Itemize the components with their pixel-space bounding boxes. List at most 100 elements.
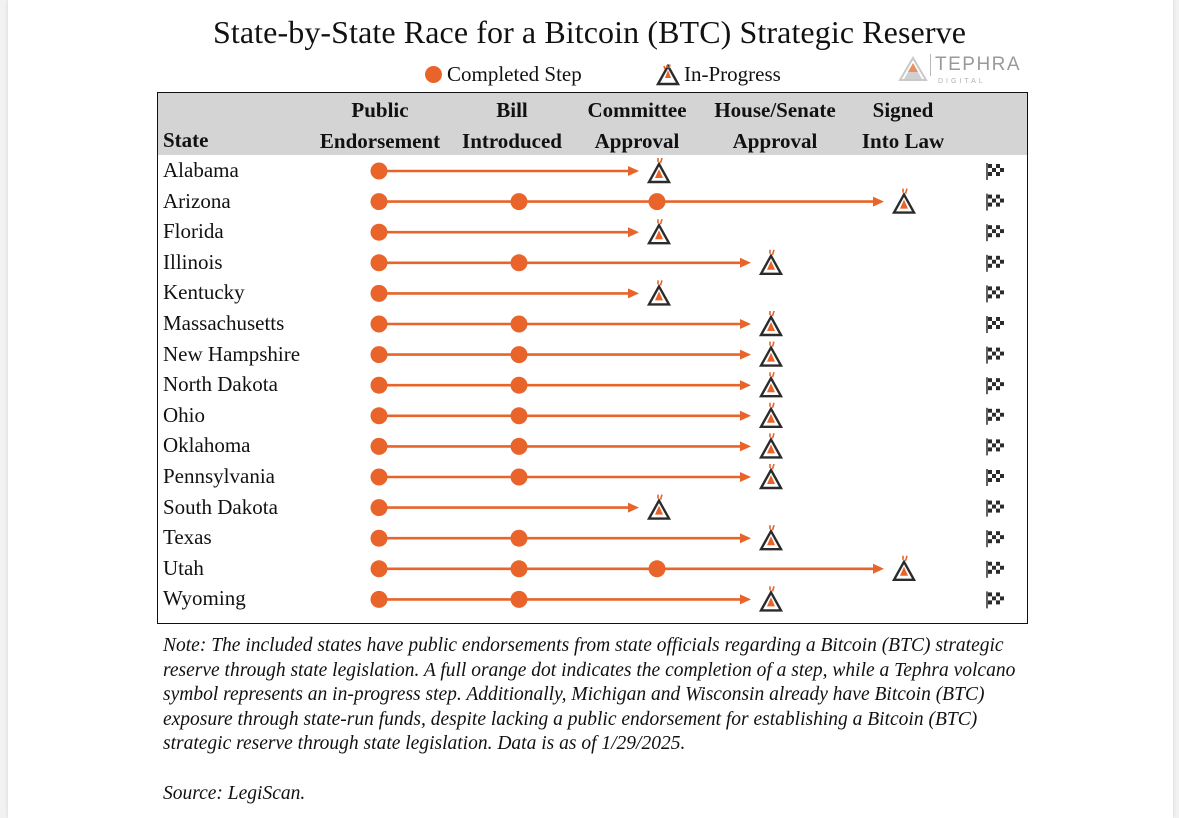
state-row-marks <box>370 494 1004 520</box>
volcano-plume <box>769 463 775 470</box>
flag-square <box>988 168 992 172</box>
header-step-3: Committee Approval <box>577 95 697 157</box>
arrowhead-icon <box>628 502 639 513</box>
arrowhead-icon <box>740 533 751 544</box>
flag-square <box>1000 478 1004 482</box>
volcano-outline <box>646 498 672 520</box>
chart-title: State-by-State Race for a Bitcoin (BTC) … <box>212 14 966 50</box>
flag-square <box>1000 351 1004 356</box>
flag-square <box>1000 255 1004 260</box>
state-row-marks <box>370 188 1004 214</box>
checkered-flag-icon <box>986 407 1004 425</box>
flag-square <box>1000 416 1004 421</box>
volcano-icon <box>758 524 784 551</box>
flag-square <box>988 225 992 230</box>
flag-square <box>1000 290 1004 295</box>
volcano-lava <box>655 505 663 515</box>
flag-square <box>996 592 1000 597</box>
completed-dot <box>370 315 388 333</box>
header-step-2-line2: Introduced <box>462 129 562 153</box>
state-label: Ohio <box>163 402 205 427</box>
checkered-flag-icon <box>986 285 1004 303</box>
legend-in-progress: In-Progress <box>656 62 781 87</box>
flag-square <box>996 198 1000 203</box>
chart-note: Note: The included states have public en… <box>163 635 1016 754</box>
flag-square <box>988 202 992 207</box>
flag-square <box>1000 412 1004 417</box>
flag-square <box>1000 164 1004 168</box>
brand-sub: DIGITAL <box>938 78 986 85</box>
volcano-lava <box>767 260 775 270</box>
flag-square <box>996 504 1000 509</box>
flag-square <box>988 443 992 448</box>
flag-square <box>996 172 1000 176</box>
volcano-plume <box>769 402 775 409</box>
volcano-outline <box>646 283 672 306</box>
flag-square <box>992 259 996 264</box>
flag-square <box>996 233 1000 238</box>
flag-square <box>1000 470 1004 474</box>
arrowhead-icon <box>628 166 639 176</box>
flag-square <box>992 600 996 605</box>
flag-square <box>992 539 996 544</box>
flag-square <box>992 561 996 566</box>
completed-dot <box>510 193 528 211</box>
flag-square <box>988 355 992 360</box>
flag-square <box>1000 565 1004 570</box>
flag-square <box>1000 347 1004 352</box>
flag-square <box>992 355 996 360</box>
header-step-3-line1: Committee <box>587 98 687 122</box>
checkered-flag-icon <box>986 469 1004 486</box>
flag-square <box>996 569 1000 574</box>
tephra-logo: TEPHRA DIGITAL <box>898 54 1028 90</box>
volcano-outline <box>891 559 917 581</box>
volcano-icon <box>758 433 784 459</box>
flag-square <box>992 378 996 383</box>
completed-dot <box>370 590 388 608</box>
volcano-icon <box>891 188 917 214</box>
completed-dot <box>510 346 528 364</box>
state-label: North Dakota <box>163 372 278 397</box>
header-step-3-line2: Approval <box>594 129 680 153</box>
flag-square <box>992 202 996 207</box>
flag-square <box>992 443 996 448</box>
volcano-plume <box>769 586 775 592</box>
legend-completed-label: Completed Step <box>447 62 582 86</box>
completed-dot <box>510 315 528 333</box>
completed-dot <box>370 529 388 547</box>
header-state: State <box>163 128 209 152</box>
arrowhead-icon <box>740 319 751 329</box>
flag-square <box>988 378 992 383</box>
flag-square <box>996 565 1000 570</box>
flag-square <box>996 355 1000 360</box>
state-label: South Dakota <box>163 494 278 519</box>
volcano-outline <box>758 436 784 459</box>
header-step-4-line2: Approval <box>732 129 818 153</box>
flag-square <box>1000 321 1004 325</box>
flag-square <box>1000 286 1004 291</box>
flag-square <box>1000 504 1004 509</box>
flag-square <box>988 286 992 291</box>
flag-square <box>1000 569 1004 574</box>
volcano-plume <box>769 249 775 256</box>
completed-dot <box>510 468 528 486</box>
volcano-icon <box>646 494 672 520</box>
flag-square <box>996 325 1000 329</box>
completed-dot <box>370 376 388 394</box>
flag-square <box>1000 263 1004 268</box>
flag-square <box>996 294 1000 299</box>
flag-square <box>996 412 1000 417</box>
state-row-marks <box>370 157 1004 184</box>
flag-square <box>992 569 996 574</box>
volcano-icon <box>758 371 784 398</box>
flag-square <box>996 443 1000 448</box>
flag-square <box>992 382 996 387</box>
arrowhead-icon <box>740 594 751 605</box>
state-row-marks <box>370 555 1004 581</box>
legend-completed: Completed Step <box>425 62 582 87</box>
volcano-lava <box>767 413 775 423</box>
flag-square <box>1000 325 1004 329</box>
completed-dot <box>370 407 388 425</box>
volcano-plume <box>902 555 908 562</box>
table-header <box>157 92 1028 155</box>
